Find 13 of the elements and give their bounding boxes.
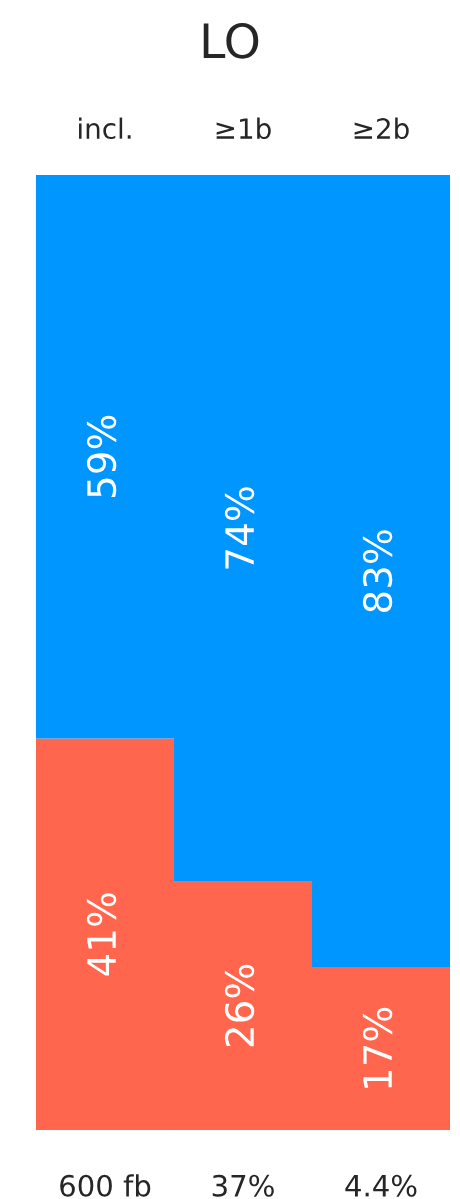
x-tick-label: ≥2b: [354, 117, 409, 140]
data-label: 59%: [86, 415, 117, 497]
chart-title: LO: [203, 22, 259, 59]
text: 4.4%: [345, 1174, 417, 1197]
x-tick-label: ≥1b: [216, 117, 271, 140]
data-label: 41%: [86, 893, 117, 976]
data-label: 83%: [362, 530, 393, 612]
text: 37%: [212, 1174, 274, 1197]
data-label: 17%: [362, 1007, 393, 1088]
data-label: 74%: [224, 487, 255, 569]
x-tick-label: incl.: [79, 117, 131, 140]
text: 600 fb: [60, 1174, 151, 1197]
data-label: 26%: [224, 964, 255, 1047]
